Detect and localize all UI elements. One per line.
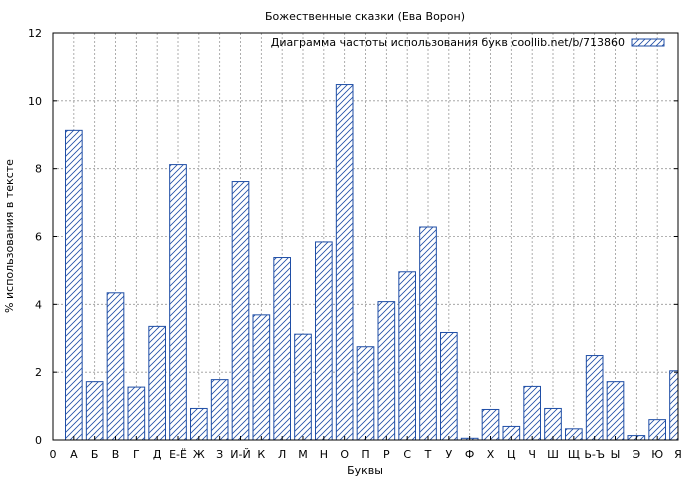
x-tick-label: Х — [487, 448, 495, 461]
bar-Х — [481, 408, 500, 441]
bar-Ы — [606, 381, 625, 441]
x-tick-label: Ж — [193, 448, 205, 461]
x-tick-label: Л — [278, 448, 286, 461]
y-tick-label: 4 — [35, 298, 42, 311]
y-axis: 0 2 4 6 8 10 12 — [28, 27, 678, 447]
legend-label: Диаграмма частоты использования букв coo… — [271, 36, 625, 49]
x-tick-label: Щ — [568, 448, 580, 461]
x-tick-label: М — [298, 448, 308, 461]
x-tick-label: С — [403, 448, 411, 461]
x-tick-label: И-Й — [230, 448, 250, 461]
x-tick-label: 0 — [50, 448, 57, 461]
x-tick-label: Г — [133, 448, 140, 461]
y-tick-label: 10 — [28, 95, 42, 108]
x-tick-label: Ш — [547, 448, 559, 461]
bar-Д — [148, 325, 166, 441]
legend: Диаграмма частоты использования букв coo… — [271, 36, 665, 49]
x-tick-label: Т — [424, 448, 432, 461]
x-tick-label: Ч — [528, 448, 536, 461]
bar-З — [210, 379, 229, 441]
bar-Ч — [523, 385, 541, 441]
chart-title: Божественные сказки (Ева Ворон) — [265, 10, 465, 23]
x-tick-label: В — [112, 448, 120, 461]
bar-Е-Ё — [169, 164, 187, 441]
x-tick-label: У — [445, 448, 452, 461]
y-axis-label: % использования в тексте — [3, 159, 16, 313]
bar-Г — [127, 386, 146, 441]
y-tick-label: 0 — [35, 434, 42, 447]
bar-Ж — [190, 407, 208, 441]
y-tick-label: 6 — [35, 231, 42, 244]
x-tick-label: К — [257, 448, 265, 461]
bar-Ш — [544, 407, 562, 441]
bar-П — [356, 346, 375, 441]
bar-Ь-Ъ — [585, 355, 604, 441]
x-tick-label: Ы — [611, 448, 621, 461]
bar-А — [65, 129, 83, 441]
x-tick-label: О — [340, 448, 349, 461]
bar-Р — [377, 301, 396, 441]
legend-swatch — [631, 38, 665, 47]
bar-М — [294, 333, 312, 441]
x-tick-label: Ь-Ъ — [584, 448, 605, 461]
bar-О — [335, 84, 354, 441]
bar-В — [106, 292, 125, 441]
x-tick-label: Ц — [507, 448, 516, 461]
x-tick-label: А — [70, 448, 78, 461]
bar-Н — [315, 241, 333, 441]
x-axis-label: Буквы — [347, 464, 383, 477]
bar-Я — [669, 370, 679, 441]
x-axis: 0 А Б В Г Д Е-Ё Ж З И-Й К Л М Н О П Р С Т У Ф Х Ц Ч Ш Щ Ь-Ъ Ы Э Ю Я — [50, 436, 682, 461]
bar-Л — [273, 257, 292, 441]
x-tick-label: Ю — [651, 448, 663, 461]
x-tick-label: Н — [320, 448, 328, 461]
x-tick-label: Б — [91, 448, 99, 461]
y-tick-label: 12 — [28, 27, 42, 40]
x-tick-label: Р — [383, 448, 390, 461]
bars — [65, 84, 679, 441]
bar-С — [398, 271, 417, 441]
bar-Т — [419, 226, 437, 441]
x-tick-label: Е-Ё — [169, 448, 187, 461]
x-tick-label: Я — [674, 448, 682, 461]
bar-Б — [85, 381, 104, 441]
bar-И-Й — [231, 181, 250, 441]
x-tick-label: З — [216, 448, 223, 461]
bar-У — [440, 331, 458, 441]
x-tick-label: Ф — [465, 448, 474, 461]
x-tick-label: Д — [153, 448, 162, 461]
x-tick-label: Э — [632, 448, 640, 461]
bar-К — [252, 314, 271, 441]
y-tick-label: 8 — [35, 163, 42, 176]
x-tick-label: П — [361, 448, 369, 461]
y-tick-label: 2 — [35, 366, 42, 379]
